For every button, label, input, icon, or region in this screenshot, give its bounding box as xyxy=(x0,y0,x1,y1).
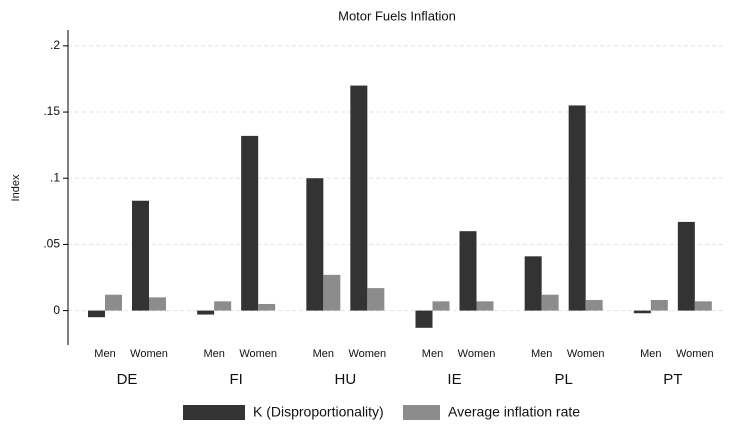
x-tick-label: Women xyxy=(130,348,168,360)
bar xyxy=(459,231,477,311)
group-label: DE xyxy=(117,371,138,388)
x-tick-label: Women xyxy=(348,348,386,360)
group-label: IE xyxy=(447,371,461,388)
x-tick-label: Men xyxy=(94,348,115,360)
x-tick-label: Women xyxy=(458,348,496,360)
legend-swatch xyxy=(183,405,245,420)
bar xyxy=(524,256,542,311)
bar xyxy=(88,310,105,318)
legend-label: Average inflation rate xyxy=(448,404,580,420)
x-tick-label: Men xyxy=(531,348,552,360)
bar xyxy=(132,200,149,311)
bar xyxy=(694,301,712,311)
bar xyxy=(214,301,232,311)
bar xyxy=(585,300,603,311)
legend-label: K (Disproportionality) xyxy=(253,404,384,420)
bar xyxy=(241,135,259,311)
bar xyxy=(367,288,385,311)
bar xyxy=(258,303,276,311)
bar xyxy=(432,301,450,311)
bar xyxy=(568,105,586,311)
y-tick-label: .15 xyxy=(43,104,60,118)
bar xyxy=(323,274,341,311)
bar xyxy=(306,178,324,311)
legend-swatch xyxy=(403,405,440,420)
x-tick-label: Men xyxy=(313,348,334,360)
bar xyxy=(350,85,368,311)
group-label: PL xyxy=(554,371,572,388)
group-label: FI xyxy=(229,371,242,388)
group-label: HU xyxy=(334,371,356,388)
bar xyxy=(476,301,494,311)
y-tick-label: .2 xyxy=(50,38,60,52)
x-tick-label: Women xyxy=(239,348,277,360)
bar xyxy=(149,297,166,311)
bar xyxy=(415,310,433,328)
chart-title: Motor Fuels Inflation xyxy=(338,8,456,23)
bar xyxy=(541,294,559,311)
bar xyxy=(197,310,215,315)
bar xyxy=(633,310,651,314)
bar xyxy=(677,221,695,311)
y-tick-label: .05 xyxy=(43,237,60,251)
x-tick-label: Women xyxy=(567,348,605,360)
x-tick-label: Men xyxy=(640,348,661,360)
x-tick-label: Men xyxy=(422,348,443,360)
y-tick-label: 0 xyxy=(53,303,60,317)
bar xyxy=(650,300,668,311)
x-tick-label: Men xyxy=(203,348,224,360)
group-label: PT xyxy=(663,371,682,388)
bar xyxy=(105,294,122,311)
y-axis-title: Index xyxy=(10,174,22,201)
y-tick-label: .1 xyxy=(50,170,60,184)
x-tick-label: Women xyxy=(676,348,714,360)
